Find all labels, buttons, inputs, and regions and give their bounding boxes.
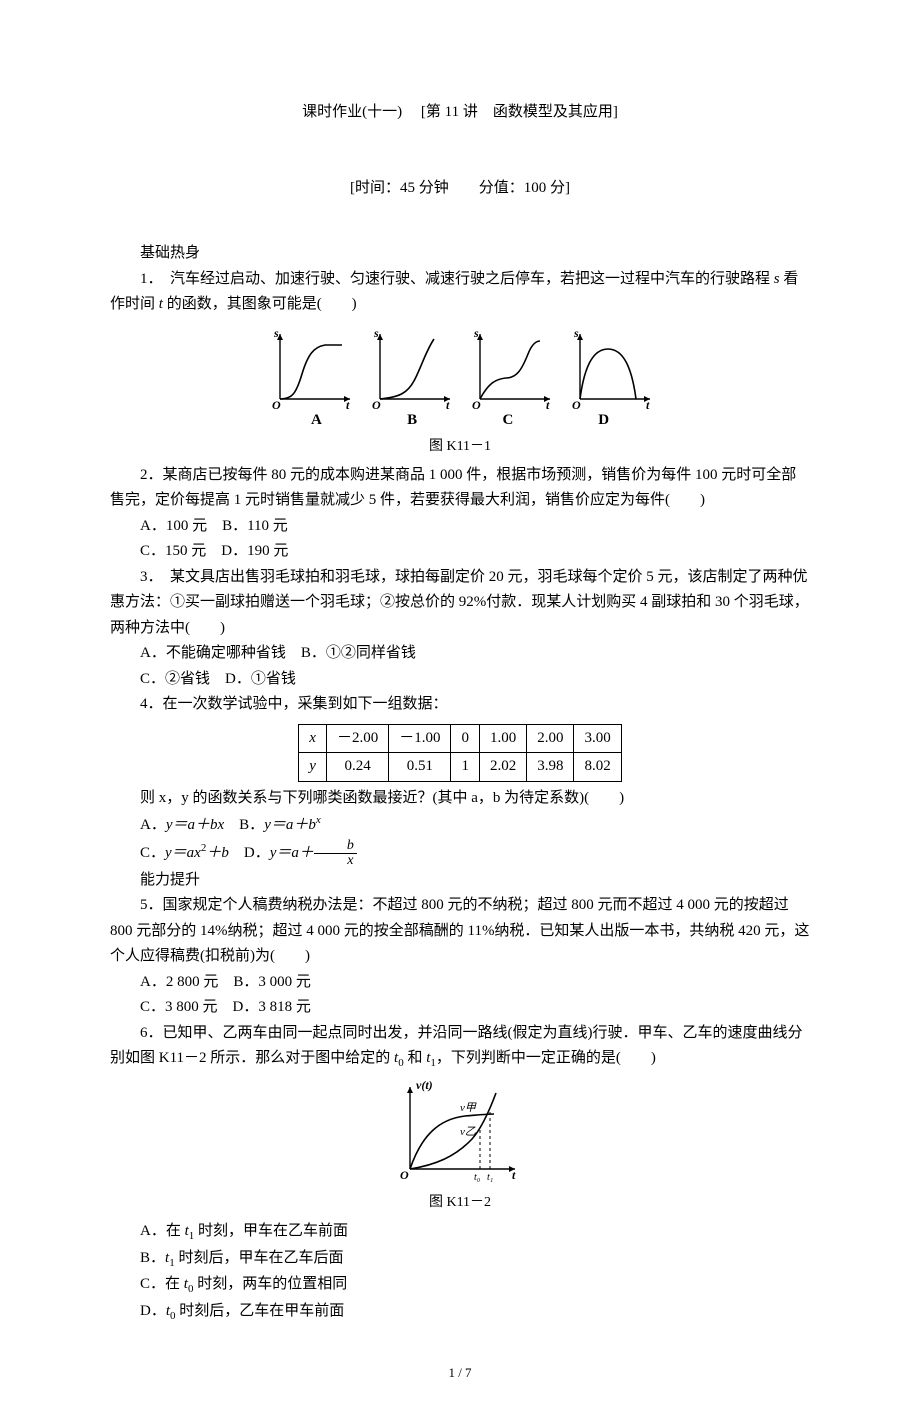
svg-text:t: t [512,1168,516,1182]
q4-after: 则 x，y 的函数关系与下列哪类函数最接近？(其中 a，b 为待定系数)( ) [110,786,810,812]
q4-cell: 0.51 [389,753,451,782]
svg-text:v(t): v(t) [416,1079,433,1092]
svg-text:t₁: t₁ [487,1172,493,1183]
q4-cell: 2.02 [479,753,526,782]
svg-text:v甲: v甲 [460,1102,477,1114]
fig1-caption: 图 K11－1 [110,435,810,459]
q5-opts2: C．3 800 元 D．3 818 元 [110,995,810,1021]
q4-text: 4．在一次数学试验中，采集到如下一组数据： [110,692,810,718]
q4-a-pre: A． [140,817,166,833]
q6-opt-b: B．t1 时刻后，甲车在乙车后面 [110,1246,810,1273]
title-left: 课时作业(十一) [302,104,402,120]
q3-opts1: A．不能确定哪种省钱 B．①②同样省钱 [110,641,810,667]
q1-part3: 的函数，其图象可能是( ) [163,296,357,312]
page-title: 课时作业(十一) [第 11 讲 函数模型及其应用] [110,100,810,126]
meta-line: [时间：45 分钟 分值：100 分] [110,176,810,202]
q6c1: C．在 [140,1276,184,1292]
q4-d-frac: bx [314,839,357,868]
svg-text:t₀: t₀ [474,1172,481,1183]
q4-cell: 3.98 [527,753,574,782]
q6a2: 时刻，甲车在乙车前面 [194,1223,348,1239]
table-row: y 0.24 0.51 1 2.02 3.98 8.02 [299,753,621,782]
q5-text: 5．国家规定个人稿费纳税办法是：不超过 800 元的不纳税；超过 800 元而不… [110,893,810,970]
q5-opts1: A．2 800 元 B．3 000 元 [110,970,810,996]
q4-c-eq: y＝ax [165,845,201,861]
svg-text:s: s [473,326,479,340]
q4-cell: 8.02 [574,753,621,782]
q4-table: x －2.00 －1.00 0 1.00 2.00 3.00 y 0.24 0.… [298,724,621,782]
section-1-head: 基础热身 [110,241,810,267]
q4-a-eq: y＝a＋bx [166,817,224,833]
q1-part1: 1． 汽车经过启动、加速行驶、匀速行驶、减速行驶之后停车，若把这一过程中汽车的行… [140,271,774,287]
q4-c-pre: C． [140,845,165,861]
figure-k11-2: v(t) t O v甲 v乙 t₀ t₁ [110,1079,810,1189]
q4-b-eq: y＝a＋b [264,817,316,833]
figure-k11-1: s t O s t O s t O [110,324,810,434]
frac-den: x [314,854,357,868]
q6-opt-a: A．在 t1 时刻，甲车在乙车前面 [110,1219,810,1246]
q4-d-eq: y＝a＋ [270,845,314,861]
q6-opt-d: D．t0 时刻后，乙车在甲车前面 [110,1299,810,1326]
fig2-caption: 图 K11－2 [110,1191,810,1215]
page-footer: 1 / 7 [110,1362,810,1384]
q4-cell: 0.24 [326,753,388,782]
q4-y-hdr: y [299,753,327,782]
fig1-label-d: D [558,408,650,434]
svg-text:s: s [373,326,379,340]
q6d2: 时刻后，乙车在甲车前面 [176,1303,345,1319]
q4-cell: 1.00 [479,724,526,753]
svg-text:s: s [573,326,579,340]
frac-num: b [314,839,357,854]
fig1-label-a: A [270,408,362,434]
section-2-head: 能力提升 [110,868,810,894]
q6c2: 时刻，两车的位置相同 [193,1276,347,1292]
q6b1: B． [140,1250,165,1266]
q4-after-text: 则 x，y 的函数关系与下列哪类函数最接近？(其中 a，b 为待定系数)( ) [140,790,624,806]
svg-text:O: O [400,1168,409,1182]
title-right: [第 11 讲 函数模型及其应用] [421,104,618,120]
q4-cell: 2.00 [527,724,574,753]
q4-cell: －2.00 [326,724,388,753]
q3-text: 3． 某文具店出售羽毛球拍和羽毛球，球拍每副定价 20 元，羽毛球每个定价 5 … [110,565,810,642]
svg-text:s: s [273,326,279,340]
q2-opts2: C．150 元 D．190 元 [110,539,810,565]
table-row: x －2.00 －1.00 0 1.00 2.00 3.00 [299,724,621,753]
q4-c-tail: ＋b [206,845,229,861]
q4-cell: 1 [451,753,480,782]
q6d1: D． [140,1303,166,1319]
q6b2: 时刻后，甲车在乙车后面 [175,1250,344,1266]
q4-cell: －1.00 [389,724,451,753]
q4-b-pre: B． [224,817,264,833]
q1-text: 1． 汽车经过启动、加速行驶、匀速行驶、减速行驶之后停车，若把这一过程中汽车的行… [110,267,810,318]
fig1-label-c: C [462,408,554,434]
q4-cell: 0 [451,724,480,753]
fig1-label-b: B [366,408,458,434]
q6a1: A．在 [140,1223,185,1239]
svg-text:v乙: v乙 [460,1126,476,1138]
q6-opt-c: C．在 t0 时刻，两车的位置相同 [110,1272,810,1299]
q2-text: 2．某商店已按每件 80 元的成本购进某商品 1 000 件，根据市场预测，销售… [110,463,810,514]
q4-optCD: C．y＝ax2＋b D．y＝a＋bx [110,839,810,868]
q4-b-sup: x [316,814,321,826]
q6-tail: ，下列判断中一定正确的是( ) [436,1050,656,1066]
q4-d-pre: D． [229,845,270,861]
q4-cell: 3.00 [574,724,621,753]
q6-text: 6．已知甲、乙两车由同一起点同时出发，并沿同一路线(假定为直线)行驶．甲车、乙车… [110,1021,810,1073]
q4-optAB: A．y＝a＋bx B．y＝a＋bx [110,811,810,839]
q3-opts2: C．②省钱 D．①省钱 [110,667,810,693]
q4-x-hdr: x [299,724,327,753]
q6-mid: 和 [404,1050,427,1066]
q2-opts1: A．100 元 B．110 元 [110,514,810,540]
